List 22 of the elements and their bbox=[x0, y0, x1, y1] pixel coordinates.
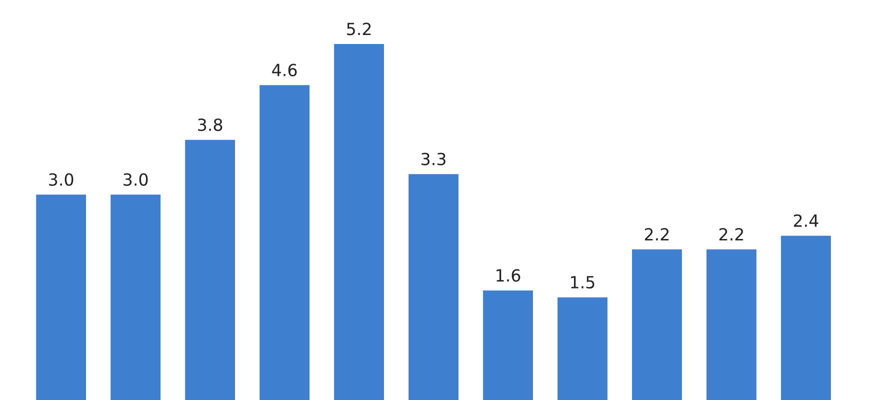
data-label: 2.2 bbox=[719, 228, 744, 240]
bar bbox=[558, 297, 608, 400]
data-label: 5.2 bbox=[347, 22, 371, 36]
data-label: 3.8 bbox=[198, 118, 222, 132]
bar bbox=[483, 290, 533, 400]
data-label: 2.2 bbox=[644, 228, 669, 240]
bar bbox=[260, 85, 310, 400]
data-label: 3.3 bbox=[422, 152, 446, 166]
bar bbox=[334, 44, 384, 400]
data-label: 1.5 bbox=[571, 276, 594, 289]
bar bbox=[632, 249, 682, 400]
data-label: 1.6 bbox=[496, 269, 520, 282]
bar bbox=[706, 249, 756, 400]
bar bbox=[185, 140, 236, 400]
bar bbox=[408, 174, 458, 400]
data-label: 3.0 bbox=[49, 173, 74, 186]
data-label: 4.6 bbox=[272, 64, 297, 76]
bar bbox=[110, 194, 161, 400]
data-label: 2.4 bbox=[794, 214, 818, 227]
data-label: 3.0 bbox=[124, 173, 148, 186]
bar bbox=[36, 194, 86, 400]
bar bbox=[780, 236, 831, 400]
